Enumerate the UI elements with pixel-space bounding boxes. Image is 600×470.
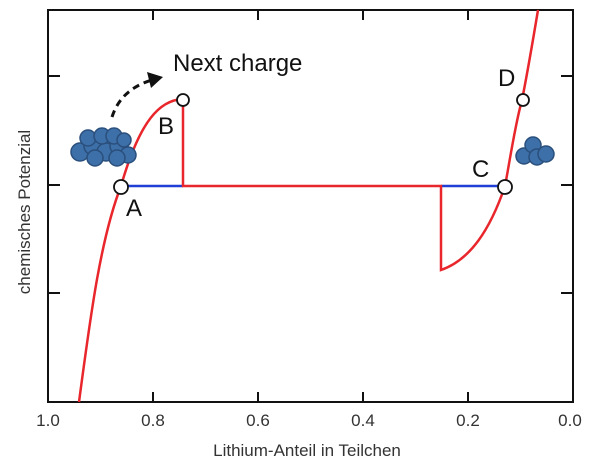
point-a-label: A [126,195,142,222]
x-tick-labels: 1.0 0.8 0.6 0.4 0.2 0.0 [36,411,582,430]
point-c-marker [497,179,513,195]
plot-frame [47,9,574,403]
point-d-marker [516,93,530,107]
x-axis-title: Lithium-Anteil in Teilchen [213,441,401,460]
arrow-head-icon [147,72,163,88]
point-d-label: D [498,65,515,92]
x-ticks [152,10,469,402]
point-a-marker [113,179,129,195]
x-tick-label: 0.6 [246,411,270,430]
y-axis-title: chemisches Potenzial [15,130,34,294]
x-tick-label: 0.0 [558,411,582,430]
next-charge-arrow [110,72,163,118]
point-b-marker [176,93,190,107]
x-tick-label: 0.4 [351,411,375,430]
y-ticks [48,75,573,294]
point-c-label: C [472,156,489,183]
arrow-shaft [110,78,153,118]
curve-points [113,93,530,195]
x-tick-label: 0.8 [141,411,165,430]
point-b-label: B [158,113,174,140]
potential-curve [77,9,540,403]
particle-cluster-left [70,127,137,167]
x-tick-label: 0.2 [456,411,480,430]
next-charge-label: Next charge [173,50,302,77]
particle-cluster-right [515,136,555,166]
x-tick-label: 1.0 [36,411,60,430]
